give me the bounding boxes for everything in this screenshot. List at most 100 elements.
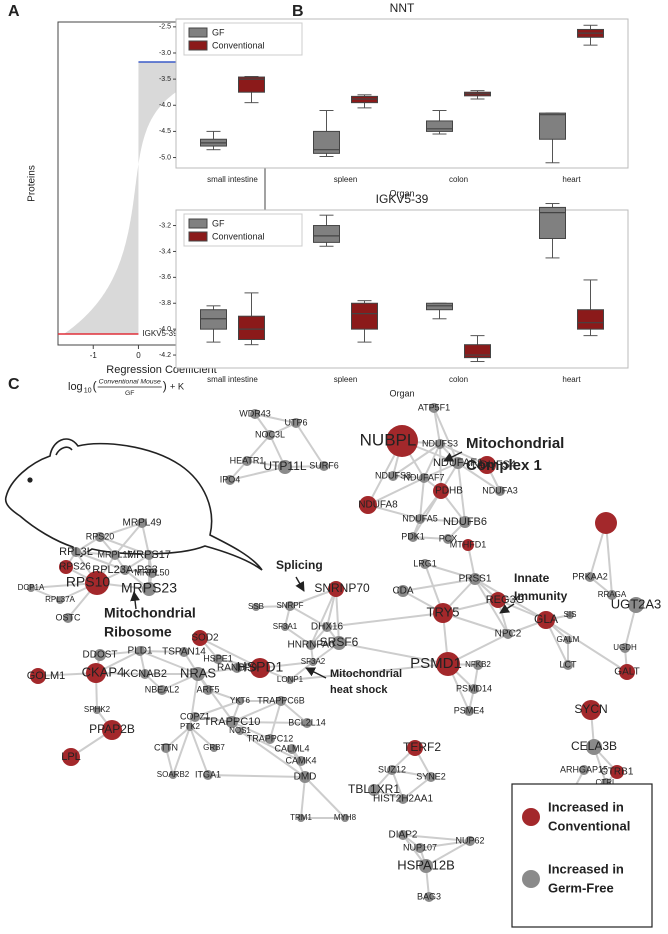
y-tick-label: -3.4 [159, 248, 171, 255]
y-tick-label: -3.2 [159, 222, 171, 229]
network-node [435, 439, 445, 449]
network-node [419, 473, 429, 483]
legend-label: GF [212, 218, 225, 228]
network-node [94, 649, 106, 661]
network-node [433, 603, 453, 623]
network-node [225, 475, 235, 485]
node-label: NDUFS4 [472, 459, 516, 471]
annotation-arrow [130, 591, 140, 610]
network-node [585, 572, 595, 582]
network-node [110, 550, 120, 560]
network-node [607, 590, 617, 600]
network-node [291, 418, 301, 428]
node-label: MRPL50 [134, 567, 169, 577]
legend-swatch [188, 231, 208, 242]
network-edge [280, 700, 308, 724]
network-edge [289, 663, 449, 681]
network-node [242, 456, 252, 466]
node-label: NDUFB6 [443, 516, 487, 528]
node-label: PDHB [435, 486, 463, 497]
legend-box [511, 783, 653, 928]
node-label: NUBPL [360, 430, 417, 449]
network-node [341, 814, 349, 822]
node-label: COPZ1 [180, 711, 210, 721]
node-label: PCX [439, 533, 458, 543]
formula-text: ( [93, 379, 97, 393]
network-edge [99, 536, 150, 556]
network-edge [391, 769, 432, 778]
node-label: NPC2 [495, 629, 522, 640]
network-edge [402, 578, 476, 592]
chart-title: IGKV5-39 [376, 192, 429, 206]
network-node [610, 765, 624, 779]
node-label: ARF5 [196, 684, 219, 694]
node-label: RANBP9 [217, 663, 257, 674]
node-label: NFKB2 [465, 660, 491, 669]
node-label: CTTN [154, 742, 178, 752]
network-node [359, 496, 377, 514]
network-node [102, 720, 122, 740]
network-edge [231, 721, 308, 724]
legend-label: Conventional [212, 40, 265, 50]
formula-text: ) [163, 379, 167, 393]
node-label: DIAP2 [389, 830, 418, 841]
node-label: ARHGAP15 [560, 764, 608, 774]
annotation: Mitochondrial [330, 668, 402, 680]
node-label: SRSF6 [320, 635, 359, 649]
node-label: MTHFD1 [450, 539, 487, 549]
node-label: RPL3L [59, 546, 93, 558]
annotation: Splicing [276, 558, 323, 572]
network-node [586, 739, 602, 755]
network-edge [114, 522, 143, 556]
node-label: NDUFS3 [422, 438, 458, 448]
node-label: PLD1 [127, 646, 152, 657]
node-label: RRAGA [598, 590, 627, 599]
y-tick-label: -3.0 [159, 50, 171, 57]
network-node [462, 539, 474, 551]
network-edge [207, 774, 306, 778]
node-label: HSPA12B [397, 857, 455, 872]
network-node [192, 630, 208, 646]
y-tick-label: -3.5 [159, 76, 171, 83]
network-node [495, 486, 505, 496]
network-edge [433, 407, 441, 445]
network-node [120, 565, 130, 575]
network-node [281, 623, 289, 631]
node-label: NDUFS8 [375, 470, 411, 480]
node-label: NBEAL2 [145, 684, 180, 694]
node-label: LCT [559, 659, 577, 669]
network-node [566, 611, 574, 619]
network-node [265, 734, 275, 744]
network-edge [189, 726, 215, 749]
network-edge [229, 466, 286, 481]
network-node [30, 668, 46, 684]
network-edge [338, 642, 449, 665]
network-edge [139, 650, 199, 675]
network-node [213, 654, 223, 664]
node-label: GLA [534, 612, 558, 626]
panel-label: B [292, 3, 304, 20]
network-node [140, 669, 150, 679]
node-label: LONP1 [277, 675, 304, 684]
network-node [250, 409, 260, 419]
network-node [415, 514, 425, 524]
network-node [186, 723, 194, 731]
network-node [322, 622, 332, 632]
network-edge [419, 518, 466, 523]
network-edge [295, 422, 325, 467]
node-label: PRKAA2 [572, 571, 608, 581]
network-node [299, 771, 311, 783]
node-label: GALT [614, 667, 639, 678]
node-label: SF3A2 [301, 657, 326, 666]
network-edge [367, 477, 425, 506]
node-label: BCL2L14 [288, 717, 326, 727]
node-label: TRAPPC10 [204, 716, 261, 728]
network-node [490, 592, 506, 608]
node-label: CALML4 [274, 743, 309, 753]
mouse-outline [4, 438, 263, 571]
network-node [236, 727, 244, 735]
network-node [407, 740, 423, 756]
node-label: NUP107 [403, 842, 437, 852]
network-node [190, 712, 200, 722]
